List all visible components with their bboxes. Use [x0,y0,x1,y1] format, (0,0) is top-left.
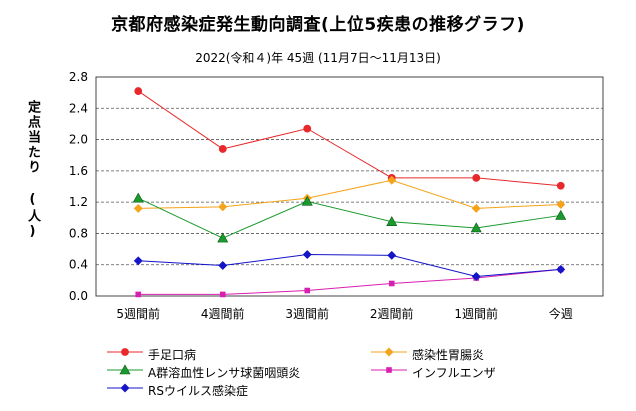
chart-subtitle: 2022(令和４)年 45週 (11月7日～11月13日) [195,51,441,65]
series-line-0 [137,90,561,187]
data-point-0 [218,145,227,153]
series-line-3 [138,268,561,295]
series-line-2 [138,197,561,239]
y-tick-label: 1.6 [69,164,88,178]
legend-item-influenza: インフルエンザ [412,366,496,380]
data-point-3 [219,291,226,298]
y-tick-label: 2.8 [69,70,88,84]
legend-item-strep-pharyngitis: A群溶血性レンサ球菌咽頭炎 [148,366,301,380]
data-point-1 [556,199,566,210]
series-line-1 [138,179,561,209]
plot-frame [95,76,604,297]
data-point-0 [303,124,312,133]
data-point-3 [304,287,311,294]
data-point-4 [133,256,143,266]
data-point-4 [218,260,228,271]
data-point-1 [133,203,143,213]
legend-marker-0 [121,348,129,356]
data-point-2 [470,222,482,233]
y-tick-label: 1.2 [69,195,88,209]
data-point-4 [387,250,397,260]
data-point-0 [472,173,481,182]
data-point-3 [388,280,395,287]
y-tick-label: 0.8 [69,226,88,240]
data-point-0 [134,87,143,95]
data-point-2 [386,216,398,226]
x-tick-label: 今週 [549,306,573,321]
data-point-1 [387,175,397,185]
x-tick-label: 1週間前 [454,306,498,321]
y-tick-label: 0.4 [69,258,88,272]
x-tick-label: 5週間前 [116,306,160,321]
legend-marker-1 [384,347,394,357]
data-point-4 [556,264,566,274]
data-point-3 [135,291,142,298]
data-point-2 [555,209,567,220]
data-point-1 [218,202,228,212]
data-point-1 [471,203,481,213]
y-tick-label: 0.0 [69,289,88,303]
x-tick-label: 4週間前 [201,306,245,321]
legend-item-gastroenteritis: 感染性胃腸炎 [412,348,485,362]
series-line-4 [138,254,561,277]
legend-item-rsv: RSウイルス感染症 [148,384,248,398]
legend-item-hand-foot-mouth: 手足口病 [148,348,197,362]
legend-marker-3 [386,367,392,373]
data-point-4 [302,249,312,260]
y-axis-label: 定点当たり (人) [25,100,40,241]
data-point-2 [217,232,229,243]
chart-title: 京都府感染症発生動向調査(上位5疾患の推移グラフ) [111,15,525,35]
legend-marker-2 [119,364,131,375]
legend-marker-4 [120,383,130,393]
y-tick-label: 2.0 [69,133,88,147]
x-tick-label: 3週間前 [285,306,329,321]
data-point-0 [556,181,565,190]
data-point-2 [301,195,313,206]
y-tick-label: 2.4 [69,101,88,115]
x-tick-label: 2週間前 [370,306,414,321]
data-point-4 [471,271,481,281]
data-point-2 [132,192,144,203]
